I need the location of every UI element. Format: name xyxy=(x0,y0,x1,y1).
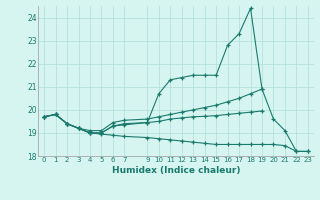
X-axis label: Humidex (Indice chaleur): Humidex (Indice chaleur) xyxy=(112,166,240,175)
